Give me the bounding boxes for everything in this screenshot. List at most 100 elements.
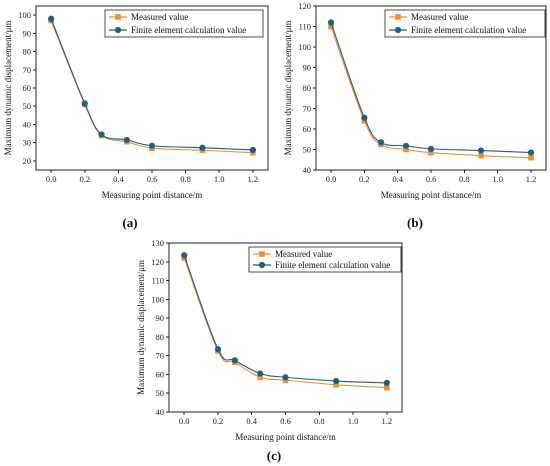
legend-box — [248, 246, 402, 273]
series-line-measured — [183, 257, 387, 389]
series-line-fem — [50, 18, 253, 151]
data-point-fem — [327, 19, 335, 26]
x-axis-title: Measuring point distance/m — [102, 190, 202, 200]
y-tick-label: 40 — [303, 165, 312, 175]
y-tick-label: 100 — [298, 42, 311, 52]
data-point-fem — [249, 146, 256, 154]
y-tick-label: 80 — [156, 332, 165, 342]
legend: Measured value Finite element calculation… — [104, 9, 264, 38]
data-point-fem — [98, 131, 105, 138]
data-point-fem — [383, 379, 390, 386]
data-point-fem — [377, 139, 385, 146]
data-point-measured — [403, 146, 409, 153]
legend-marker-measured — [115, 14, 121, 20]
legend-marker-fem — [258, 261, 266, 269]
chart-panel-a: 0.0 0.2 0.4 0.6 0.8 1.0 1.2 20 30 40 50 60 70 80 90 100… — [3, 5, 269, 230]
data-point-fem — [81, 100, 88, 107]
data-point-fem — [427, 145, 435, 152]
x-tick-label: 0.6 — [426, 174, 437, 184]
y-tick-label: 80 — [23, 47, 32, 57]
x-tick-label: 1.0 — [348, 416, 359, 426]
legend: Measured value Finite element calculation… — [384, 9, 546, 38]
series-line-measured — [50, 20, 253, 154]
x-tick-label: 1.0 — [492, 174, 503, 184]
series-line-measured — [330, 26, 532, 159]
data-point-fem — [214, 345, 222, 353]
data-point-fem — [123, 136, 130, 144]
x-tick-label: 1.2 — [526, 174, 537, 184]
data-point-fem — [257, 370, 264, 377]
y-tick-label: 90 — [303, 63, 312, 73]
legend-label-fem: Finite element calculation value — [131, 25, 246, 35]
y-tick-label: 110 — [299, 22, 311, 32]
x-tick-label: 0.2 — [213, 416, 224, 426]
y-axis-title: Maximum dynamic displacement/μm — [283, 21, 293, 156]
data-point-fem — [148, 142, 156, 149]
data-point-fem — [231, 357, 238, 364]
x-axis-title: Measuring point distance/m — [381, 190, 481, 200]
data-point-measured — [428, 149, 434, 156]
data-point-fem — [402, 142, 410, 149]
legend-marker-fem — [114, 26, 122, 34]
data-point-measured — [333, 381, 339, 388]
x-tick-label: 0.8 — [314, 416, 325, 426]
data-point-fem — [181, 252, 188, 259]
legend-label-fem: Finite element calculation value — [275, 260, 390, 270]
x-tick-label: 0.4 — [392, 174, 403, 184]
legend-label-measured: Measured value — [275, 249, 332, 259]
data-point-fem — [282, 374, 289, 381]
x-tick-label: 0.2 — [359, 174, 370, 184]
y-tick-label: 90 — [23, 28, 32, 38]
y-tick-label: 70 — [303, 104, 312, 114]
data-point-fem — [361, 114, 368, 121]
legend-label-measured: Measured value — [411, 12, 468, 22]
legend-box — [384, 9, 546, 38]
x-tick-label: 0.4 — [246, 416, 257, 426]
x-tick-label: 1.0 — [214, 174, 225, 184]
x-axis-title: Measuring point distance/m — [235, 432, 335, 442]
data-point-measured — [328, 23, 334, 30]
data-point-measured — [478, 152, 484, 159]
y-tick-label: 50 — [23, 101, 32, 111]
y-tick-label: 50 — [156, 388, 165, 398]
series-line-fem — [330, 22, 532, 154]
data-point-fem — [199, 144, 206, 151]
data-point-fem — [48, 15, 55, 22]
legend-marker-fem — [394, 26, 402, 34]
y-tick-label: 60 — [23, 83, 32, 93]
legend-label-fem: Finite element calculation value — [411, 25, 526, 35]
legend-marker-measured — [395, 14, 401, 20]
chart-panel-c: 0.0 0.2 0.4 0.6 0.8 1.0 1.2 40 50 60 70 80 90 100 110 1… — [136, 238, 403, 463]
y-tick-label: 110 — [152, 276, 164, 286]
legend-box — [104, 9, 264, 38]
data-point-measured — [528, 154, 534, 161]
legend-label-measured: Measured value — [131, 12, 188, 22]
data-point-fem — [333, 377, 340, 385]
y-axis-title: Maximum dynamic displacement/μm — [136, 260, 146, 395]
x-tick-label: 1.2 — [248, 174, 259, 184]
x-tick-label: 0.0 — [179, 416, 190, 426]
panel-label: (a) — [122, 215, 137, 230]
x-tick-label: 0.2 — [79, 174, 90, 184]
y-tick-label: 90 — [156, 313, 165, 323]
y-tick-label: 40 — [23, 119, 32, 129]
y-axis-title: Maximum dynamic displacement/μm — [3, 21, 13, 156]
x-tick-label: 0.6 — [147, 174, 158, 184]
x-tick-label: 0.0 — [326, 174, 337, 184]
y-tick-label: 70 — [156, 351, 165, 361]
y-tick-label: 130 — [151, 238, 164, 248]
y-tick-label: 50 — [303, 145, 312, 155]
y-tick-label: 30 — [23, 138, 32, 148]
x-tick-label: 0.0 — [46, 174, 57, 184]
y-tick-label: 120 — [151, 257, 164, 267]
data-point-measured — [384, 384, 390, 391]
legend-marker-measured — [259, 251, 265, 257]
x-tick-label: 0.8 — [459, 174, 470, 184]
y-tick-label: 40 — [156, 407, 165, 417]
panel-label: (b) — [407, 215, 423, 230]
y-tick-label: 60 — [303, 124, 312, 134]
y-tick-label: 120 — [298, 1, 311, 11]
y-tick-label: 70 — [23, 65, 32, 75]
y-tick-label: 20 — [23, 156, 32, 166]
